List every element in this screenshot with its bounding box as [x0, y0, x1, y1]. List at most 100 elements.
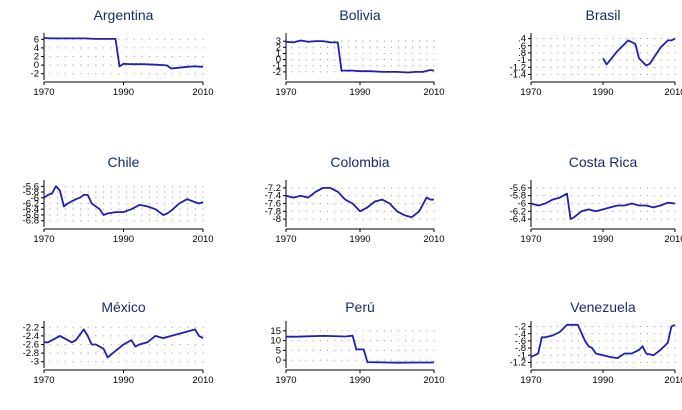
grid-dot — [376, 339, 378, 342]
grid-dot — [577, 37, 580, 40]
grid-dot — [326, 202, 329, 205]
grid-dot — [341, 218, 343, 220]
grid-dot — [334, 46, 336, 48]
grid-dot — [412, 202, 414, 205]
grid-dot — [87, 220, 89, 222]
grid-dot — [348, 52, 350, 55]
grid-dot — [426, 359, 428, 361]
series-line — [602, 37, 676, 67]
grid-dot — [619, 37, 621, 40]
grid-dot — [348, 349, 350, 351]
x-tick-label: 1990 — [592, 375, 613, 386]
grid-dot — [653, 73, 655, 76]
grid-dot — [653, 195, 655, 197]
grid-dot — [334, 187, 336, 189]
grid-dot — [550, 218, 552, 220]
grid-dot — [397, 330, 400, 332]
grid-dot — [334, 195, 336, 197]
grid-dot — [550, 347, 552, 349]
grid-dot — [87, 352, 89, 354]
grid-dot — [348, 218, 350, 220]
grid-dot — [598, 340, 600, 342]
grid-dot — [110, 326, 112, 328]
grid-dot — [639, 45, 642, 47]
grid-dot — [102, 185, 105, 187]
grid-dot — [639, 66, 642, 68]
grid-dot — [376, 52, 378, 55]
grid-dot — [291, 65, 293, 67]
grid-dot — [577, 195, 580, 197]
series-line — [285, 186, 434, 219]
grid-dot — [341, 52, 343, 55]
grid-dot — [362, 52, 364, 55]
grid-dot — [660, 354, 662, 356]
grid-dot — [187, 73, 189, 75]
grid-dot — [605, 187, 607, 189]
grid-dot — [667, 354, 669, 356]
grid-dot — [291, 195, 293, 197]
y-tick-label: -1 — [273, 61, 281, 72]
grid-dot — [334, 218, 336, 220]
y-tick-label: 2 — [34, 52, 39, 63]
grid-dot — [125, 47, 128, 49]
grid-dot — [605, 195, 607, 197]
x-tick-label: 1990 — [113, 375, 134, 386]
grid-dot — [80, 47, 82, 49]
y-tick-label: -1 — [518, 55, 526, 66]
grid-dot — [305, 210, 307, 212]
grid-dot — [141, 55, 143, 58]
grid-dot — [646, 333, 649, 335]
grid-dot — [646, 202, 649, 205]
grid-dot — [118, 208, 120, 210]
grid-dot — [557, 325, 559, 328]
grid-dot — [156, 185, 158, 187]
grid-dot — [110, 214, 112, 216]
grid-dot — [570, 340, 573, 342]
grid-dot — [584, 195, 586, 197]
grid-dot — [291, 202, 293, 205]
grid-dot — [179, 214, 181, 216]
grid-dot — [674, 354, 676, 356]
grid-dot — [419, 40, 421, 42]
grid-dot — [584, 187, 586, 189]
grid-dot — [156, 38, 158, 40]
grid-dot — [557, 347, 559, 349]
y-tick-label: -6.8 — [23, 216, 39, 227]
grid-dot — [305, 187, 307, 189]
grid-dot — [667, 361, 669, 364]
y-tick-label: .8 — [518, 48, 526, 59]
x-tick-label: 1970 — [275, 375, 296, 386]
grid-dot — [72, 191, 74, 193]
grid-dot — [179, 220, 181, 222]
grid-dot — [543, 361, 545, 364]
grid-dot — [598, 37, 600, 40]
grid-dot — [319, 349, 321, 351]
grid-dot — [355, 40, 357, 42]
grid-dot — [626, 73, 628, 76]
grid-dot — [194, 343, 196, 346]
grid-dot — [633, 66, 635, 68]
grid-dot — [570, 66, 573, 68]
grid-dot — [591, 45, 593, 47]
grid-dot — [362, 65, 364, 67]
grid-dot — [133, 208, 135, 210]
panel-5: Costa Rica -5.6-5.8-6-6.2-6.4 1970 1990 2010 — [510, 154, 682, 245]
grid-dot — [125, 38, 128, 40]
grid-dot — [626, 210, 628, 212]
grid-dot — [543, 347, 545, 349]
grid-dot — [639, 325, 642, 328]
grid-dot — [419, 202, 421, 205]
y-tick-label: -7.8 — [265, 206, 281, 217]
grid-dot — [653, 325, 655, 328]
grid-dot — [598, 218, 600, 220]
grid-dot — [376, 210, 378, 212]
grid-dot — [164, 191, 166, 193]
grid-dot — [667, 45, 669, 47]
grid-dot — [179, 361, 181, 363]
grid-dot — [118, 73, 120, 75]
grid-dot — [369, 210, 371, 212]
grid-dot — [298, 65, 300, 67]
grid-dot — [194, 214, 196, 216]
grid-dot — [383, 330, 385, 332]
grid-dot — [397, 202, 400, 205]
